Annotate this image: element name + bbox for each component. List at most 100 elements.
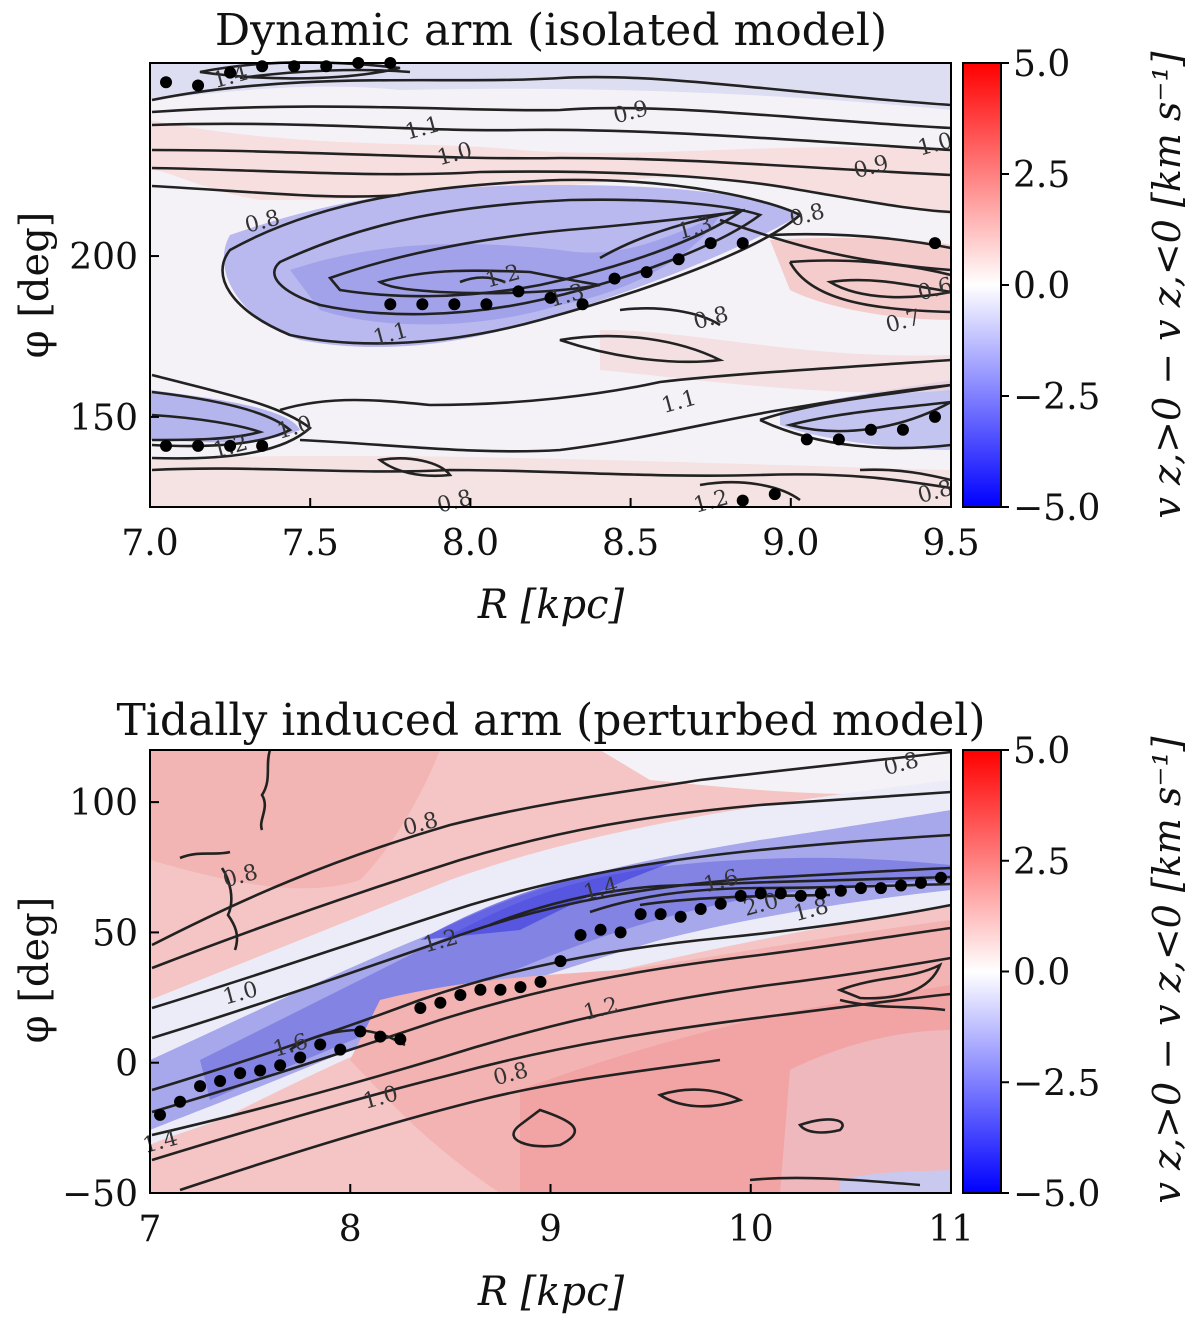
y-tick-label: −50 bbox=[62, 1174, 138, 1215]
y-tick-label: 100 bbox=[69, 783, 138, 824]
ridge-point bbox=[254, 1064, 267, 1077]
panel-tidally-induced-arm: Tidally induced arm (perturbed model) bbox=[12, 695, 1189, 1315]
panel2-ylabel: φ [deg] bbox=[12, 897, 58, 1044]
ridge-point bbox=[334, 1043, 347, 1056]
ridge-point bbox=[454, 988, 467, 1001]
x-tick-label: 9.5 bbox=[922, 523, 979, 564]
panel2-arm-ridge bbox=[154, 871, 947, 1121]
colorbar-tick-label: −5.0 bbox=[1013, 488, 1100, 529]
ridge-point bbox=[674, 910, 687, 923]
ridge-point bbox=[834, 884, 847, 897]
panel2-title: Tidally induced arm (perturbed model) bbox=[117, 695, 986, 746]
x-tick-label: 8.5 bbox=[602, 523, 659, 564]
ridge-point bbox=[736, 494, 749, 507]
ridge-point bbox=[512, 285, 525, 298]
panel2-y-axis: −50 0 50 100 bbox=[62, 783, 159, 1215]
ridge-point bbox=[928, 237, 941, 250]
colorbar-tick-label: 5.0 bbox=[1013, 731, 1070, 772]
panel1-xlabel: R [kpc] bbox=[477, 582, 625, 628]
ridge-point bbox=[554, 955, 567, 968]
ridge-point bbox=[194, 1080, 207, 1093]
ridge-point bbox=[736, 237, 749, 250]
panel2-colorbar bbox=[962, 749, 1002, 1194]
ridge-point bbox=[160, 76, 173, 89]
ridge-point bbox=[934, 871, 947, 884]
ridge-point bbox=[314, 1038, 327, 1051]
colorbar-tick-label: 5.0 bbox=[1013, 44, 1070, 85]
ridge-point bbox=[494, 983, 507, 996]
panel1-colorbar-ticks: 5.0 2.5 0.0 −2.5 −5.0 bbox=[1001, 44, 1100, 529]
ridge-point bbox=[794, 889, 807, 902]
ridge-point bbox=[694, 902, 707, 915]
y-tick-label: 150 bbox=[69, 398, 138, 439]
panel-dynamic-arm: Dynamic arm (isolated model) bbox=[12, 5, 1189, 628]
colorbar-tick-label: 2.5 bbox=[1013, 155, 1070, 196]
ridge-point bbox=[928, 410, 941, 423]
panel1-x-axis: 7.0 7.5 8.0 8.5 9.0 9.5 bbox=[121, 498, 980, 564]
x-tick-label: 7.5 bbox=[282, 523, 339, 564]
ridge-point bbox=[294, 1051, 307, 1064]
ridge-point bbox=[416, 298, 429, 311]
colorbar-tick-label: 0.0 bbox=[1013, 953, 1070, 994]
colorbar-tick-label: 0.0 bbox=[1013, 266, 1070, 307]
ridge-point bbox=[754, 887, 767, 900]
panel2-colorbar-label: v z,>0 − v z,<0 [km s⁻¹] bbox=[1145, 736, 1189, 1203]
ridge-point bbox=[414, 1001, 427, 1014]
y-tick-label: 0 bbox=[115, 1044, 138, 1085]
colorbar-tick-label: 2.5 bbox=[1013, 842, 1070, 883]
ridge-point bbox=[894, 879, 907, 892]
x-tick-label: 8 bbox=[339, 1209, 362, 1250]
panel1-contours bbox=[151, 61, 952, 502]
ridge-point bbox=[224, 66, 237, 79]
x-tick-label: 10 bbox=[728, 1209, 774, 1250]
ridge-point bbox=[640, 266, 653, 279]
ridge-point bbox=[768, 488, 781, 501]
ridge-point bbox=[534, 975, 547, 988]
panel2-x-axis: 7 8 9 10 11 bbox=[139, 1184, 974, 1250]
x-tick-label: 9 bbox=[539, 1209, 562, 1250]
y-tick-label: 200 bbox=[69, 237, 138, 278]
panel1-ylabel: φ [deg] bbox=[12, 212, 58, 359]
ridge-point bbox=[160, 439, 173, 452]
panel1-frame bbox=[149, 62, 952, 508]
panel1-y-axis: 150 200 bbox=[69, 237, 159, 439]
ridge-point bbox=[874, 882, 887, 895]
ridge-point bbox=[448, 298, 461, 311]
ridge-point bbox=[896, 423, 909, 436]
ridge-point bbox=[154, 1108, 167, 1121]
ridge-point bbox=[832, 433, 845, 446]
panel2-xlabel: R [kpc] bbox=[477, 1269, 625, 1315]
colorbar-tick-label: −5.0 bbox=[1013, 1174, 1100, 1215]
ridge-point bbox=[514, 981, 527, 994]
panel1-title: Dynamic arm (isolated model) bbox=[215, 5, 887, 56]
ridge-point bbox=[354, 1025, 367, 1038]
ridge-point bbox=[774, 887, 787, 900]
panel1-colorbar-label: v z,>0 − v z,<0 [km s⁻¹] bbox=[1145, 51, 1189, 518]
ridge-point bbox=[714, 897, 727, 910]
ridge-point bbox=[214, 1074, 227, 1087]
ridge-point bbox=[384, 298, 397, 311]
ridge-point bbox=[374, 1030, 387, 1043]
ridge-point bbox=[192, 79, 205, 92]
ridge-point bbox=[394, 1033, 407, 1046]
x-tick-label: 8.0 bbox=[442, 523, 499, 564]
x-tick-label: 11 bbox=[928, 1209, 974, 1250]
ridge-point bbox=[224, 439, 237, 452]
ridge-point bbox=[594, 923, 607, 936]
ridge-point bbox=[864, 423, 877, 436]
ridge-point bbox=[654, 908, 667, 921]
panel1-colorbar bbox=[962, 62, 1002, 508]
ridge-point bbox=[256, 439, 269, 452]
colorbar-tick-label: −2.5 bbox=[1013, 1063, 1100, 1104]
panel2-colorbar-ticks: 5.0 2.5 0.0 −2.5 −5.0 bbox=[1001, 731, 1100, 1215]
ridge-point bbox=[614, 926, 627, 939]
ridge-point bbox=[854, 882, 867, 895]
colorbar-tick-label: −2.5 bbox=[1013, 377, 1100, 418]
ridge-point bbox=[434, 996, 447, 1009]
ridge-point bbox=[576, 298, 589, 311]
ridge-point bbox=[474, 983, 487, 996]
x-tick-label: 7.0 bbox=[121, 523, 178, 564]
ridge-point bbox=[480, 298, 493, 311]
ridge-point bbox=[174, 1095, 187, 1108]
